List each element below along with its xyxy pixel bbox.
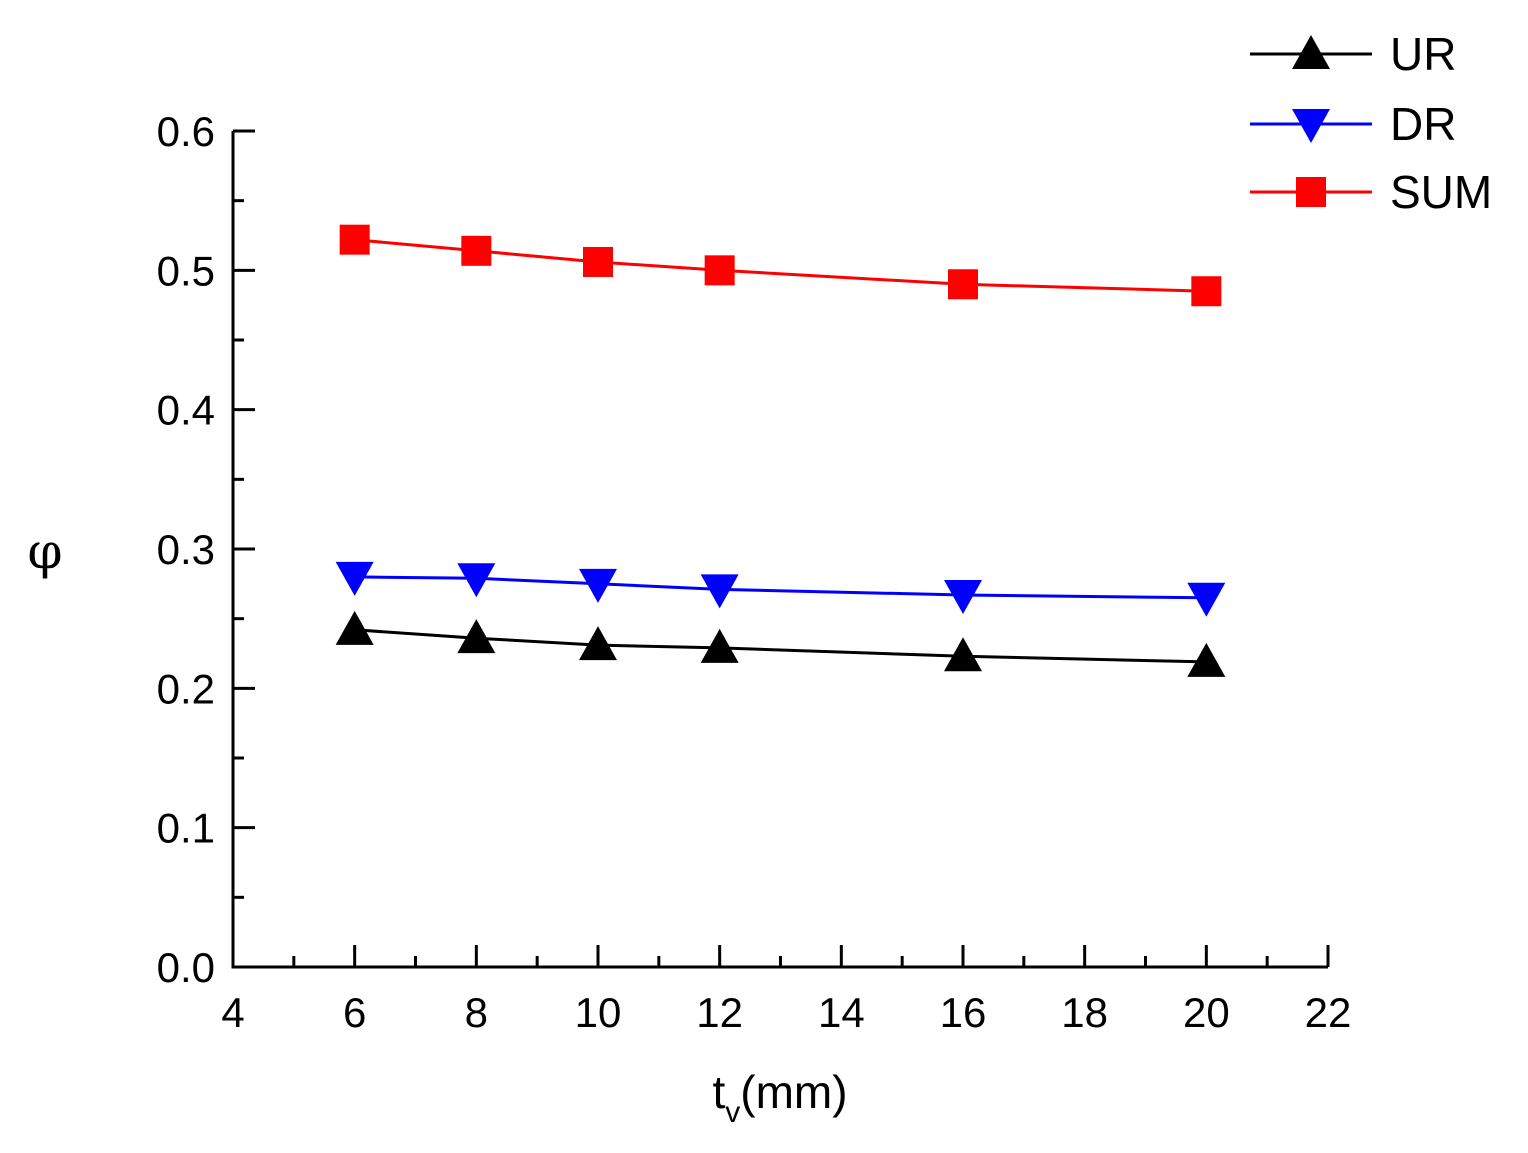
x-axis-title-subscript: v — [725, 1096, 740, 1129]
y-tick-label: 0.5 — [157, 247, 215, 294]
x-tick-label: 22 — [1305, 989, 1352, 1036]
legend-label-sum: SUM — [1390, 166, 1492, 218]
data-point-dr — [457, 563, 496, 598]
data-point-dr — [1187, 582, 1226, 617]
data-point-ur — [335, 610, 374, 645]
x-axis-title-unit: (mm) — [740, 1066, 847, 1118]
x-tick-label: 8 — [465, 989, 488, 1036]
x-axis-title-main: t — [712, 1066, 725, 1118]
data-point-dr — [335, 561, 374, 596]
series-layer — [335, 224, 1226, 677]
series-ur — [335, 610, 1226, 677]
data-point-sum — [948, 269, 978, 300]
data-point-sum — [461, 235, 492, 266]
y-axis-title: φ — [27, 522, 62, 580]
y-tick-label: 0.0 — [157, 944, 215, 991]
x-tick-label: 20 — [1183, 989, 1230, 1036]
y-tick-label: 0.6 — [157, 108, 215, 155]
data-point-ur — [579, 626, 617, 661]
y-tick-label: 0.3 — [157, 526, 215, 573]
legend-label-ur: UR — [1390, 28, 1456, 80]
legend-item-sum: SUM — [1250, 166, 1492, 218]
data-point-dr — [700, 574, 739, 609]
data-point-sum — [704, 255, 735, 286]
y-tick-label: 0.4 — [157, 387, 215, 434]
data-point-ur — [1187, 642, 1226, 677]
x-tick-label: 4 — [221, 989, 244, 1036]
tick-labels: 4 6 8 10 12 14 16 18 20 22 0.0 0.1 0.2 0.3 0.4 0.5 0.6 — [157, 108, 1352, 1036]
x-tick-label: 10 — [575, 989, 622, 1036]
data-point-sum — [583, 246, 613, 277]
series-line-ur — [354, 628, 1207, 664]
y-tick-label: 0.2 — [157, 665, 215, 712]
data-point-sum — [339, 224, 370, 255]
x-tick-label: 12 — [696, 989, 743, 1036]
axes — [231, 129, 1330, 969]
series-line-dr — [354, 575, 1207, 600]
series-dr — [335, 561, 1226, 617]
data-point-sum — [1191, 276, 1222, 307]
data-point-ur — [944, 637, 982, 672]
y-tick-label: 0.1 — [157, 805, 215, 852]
legend-marker-sum — [1296, 177, 1326, 207]
legend-label-dr: DR — [1390, 98, 1456, 150]
series-sum — [339, 224, 1222, 307]
x-tick-label: 16 — [940, 989, 987, 1036]
series-line-sum — [354, 238, 1207, 293]
data-point-dr — [944, 579, 982, 614]
x-tick-label: 6 — [343, 989, 366, 1036]
data-point-ur — [457, 619, 496, 654]
data-point-ur — [700, 628, 739, 663]
legend: UR DR SUM — [1250, 28, 1492, 218]
legend-marker-dr — [1292, 109, 1330, 143]
x-axis-title: tv(mm) — [712, 1066, 847, 1129]
x-tick-label: 14 — [818, 989, 865, 1036]
data-point-dr — [579, 568, 617, 603]
legend-item-dr: DR — [1250, 98, 1456, 150]
legend-marker-ur — [1292, 35, 1330, 69]
legend-item-ur: UR — [1250, 28, 1456, 80]
x-tick-label: 18 — [1061, 989, 1108, 1036]
